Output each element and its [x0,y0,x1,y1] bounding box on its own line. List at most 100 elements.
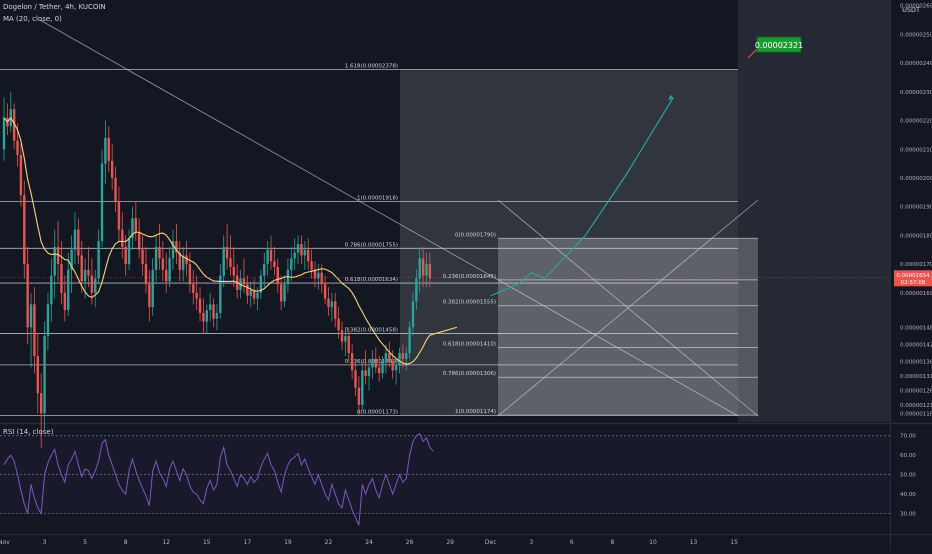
candle-body [43,335,46,414]
candle-body [110,160,114,178]
ma-projection [429,326,458,336]
candle-body [16,140,19,156]
candle-body [290,258,293,270]
rsi-tick-label: 50.00 [900,473,916,479]
time-tick-label: 8 [124,539,128,546]
candle-body [313,269,317,279]
candle-body [222,246,225,276]
candle-body [144,264,148,285]
candle-body [2,117,6,150]
candle-body [33,304,36,356]
rsi-legend[interactable]: RSI (14, close) [3,428,54,436]
gann-line-down [497,199,759,417]
price-tag-value: 0.00001654 [896,273,930,279]
price-tick-label: 0.00000136 [900,360,932,366]
candle-body [334,301,337,319]
symbol-legend[interactable]: Dogelon / Tether, 4h, KUCOIN [3,3,106,11]
time-tick-label: 24 [365,539,373,546]
price-tick-label: 0.00000190 [900,205,932,211]
price-tick-label: 0.00000250 [900,32,932,38]
candle-body [12,109,16,141]
candle-body [100,163,104,242]
candle-body [259,275,263,293]
fib-right-label: 0.786(0.00001306) [443,371,496,377]
time-tick-label: 12 [162,539,170,546]
candle-body [367,367,371,377]
candle-body [192,284,195,293]
candle-body [70,249,73,270]
fib-left-label: 1(0.00001918) [357,196,398,202]
candle-body [114,177,117,201]
time-tick-label: 15 [203,539,211,546]
candle-body [195,292,198,299]
candle-body [273,261,276,267]
candle-body [67,269,70,311]
rsi-line [3,433,434,526]
fib-zone-left [400,69,738,416]
candle-body [357,387,361,405]
candle-body [421,258,425,276]
price-tick-label: 0.00000220 [900,119,932,125]
time-tick-label: 17 [244,539,252,546]
candle-body [161,258,165,270]
candle-body [107,137,110,161]
time-tick-label: 3 [43,539,47,546]
candle-body [317,272,320,279]
fib-zone-right [498,238,758,416]
fib-left-label: 0.382(0.00001458) [345,328,398,334]
candle-body [83,269,87,282]
candle-body [242,278,246,285]
candle-body [87,269,90,276]
rsi-tick-label: 60.00 [900,453,916,459]
candle-body [364,370,367,377]
candle-body [165,269,168,282]
candle-body [229,258,232,267]
time-tick-label: 13 [690,539,698,546]
ma-legend[interactable]: MA (20, close, 0) [3,15,62,23]
rsi-tick-label: 70.00 [900,434,916,440]
candle-body [23,195,26,265]
candle-body [80,255,83,282]
forecast-arrowhead [668,94,674,101]
candle-body [310,261,313,270]
target-label-box [756,36,802,53]
time-tick-label: 22 [325,539,333,546]
fib-left-label: 1.618(0.00002378) [345,63,398,69]
candle-body [171,241,175,259]
price-tick-label: 0.00000180 [900,233,932,239]
future-zone [738,0,890,422]
candle-body [158,246,161,259]
candle-body [374,358,377,368]
candle-body [405,353,408,359]
price-tick-label: 0.00000131 [900,374,932,380]
time-tick-label: Dec [485,539,497,546]
candle-body [323,284,327,299]
time-tick-label: 8 [610,539,614,546]
candle-body [148,284,151,308]
candle-body [361,370,364,405]
candle-body [425,264,428,276]
candle-body [354,370,357,388]
candle-body [330,301,334,308]
candle-body [246,284,249,296]
candle-body [19,155,23,196]
fib-right-label: 1(0.00001174) [455,409,496,415]
forecast-path [490,97,674,297]
time-tick-label: 29 [446,539,454,546]
time-tick-label: 26 [406,539,414,546]
candle-body [300,244,303,256]
rsi-band-fill [0,435,890,514]
candle-body [141,249,144,265]
candle-body [185,255,188,265]
candle-body [256,292,259,299]
target-label-text: 0.00002321 [755,41,803,50]
candle-body [60,264,63,293]
candle-body [53,246,56,276]
price-tick-label: 0.00000170 [900,262,932,268]
candle-body [381,361,384,374]
candle-body [131,218,134,239]
candle-body [90,275,94,293]
candle-body [428,264,432,279]
fib-right-label: 0.236(0.00001645) [443,274,496,280]
